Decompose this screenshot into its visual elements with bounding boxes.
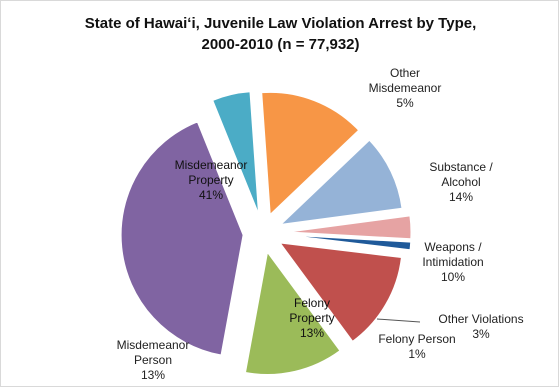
data-label-substance-alcohol: Substance / Alcohol 14%	[429, 160, 493, 204]
pie-slice-felony-person	[288, 234, 412, 251]
data-label-misdemeanor-person: Misdemeanor Person 13%	[117, 338, 190, 382]
leader-line-other-violations	[376, 318, 421, 323]
data-label-felony-person: Felony Person 1%	[378, 332, 455, 361]
pie-slice-misdemeanor-property	[120, 121, 244, 356]
data-label-other-violations: Other Violations 3%	[438, 312, 523, 341]
pie-slice-misdemeanor-person	[244, 251, 341, 375]
data-label-felony-property: Felony Property 13%	[289, 296, 334, 340]
pie-slice-weapons-intimidation	[279, 139, 403, 226]
chart-title: State of Hawaiʻi, Juvenile Law Violation…	[1, 13, 559, 55]
data-label-other-misdemeanor: Other Misdemeanor 5%	[369, 66, 442, 110]
pie-slice-other-misdemeanor	[212, 91, 259, 214]
chart-title-line-2: 2000-2010 (n = 77,932)	[201, 36, 360, 53]
pie-slice-substance-alcohol	[261, 91, 360, 216]
pie-slice-felony-property	[279, 242, 402, 342]
data-label-misdemeanor-property: Misdemeanor Property 41%	[175, 158, 248, 202]
data-label-weapons-intimidation: Weapons / Intimidation 10%	[422, 240, 483, 284]
pie-slice-other-violations	[288, 215, 412, 240]
chart-title-line-1: State of Hawaiʻi, Juvenile Law Violation…	[84, 15, 477, 32]
